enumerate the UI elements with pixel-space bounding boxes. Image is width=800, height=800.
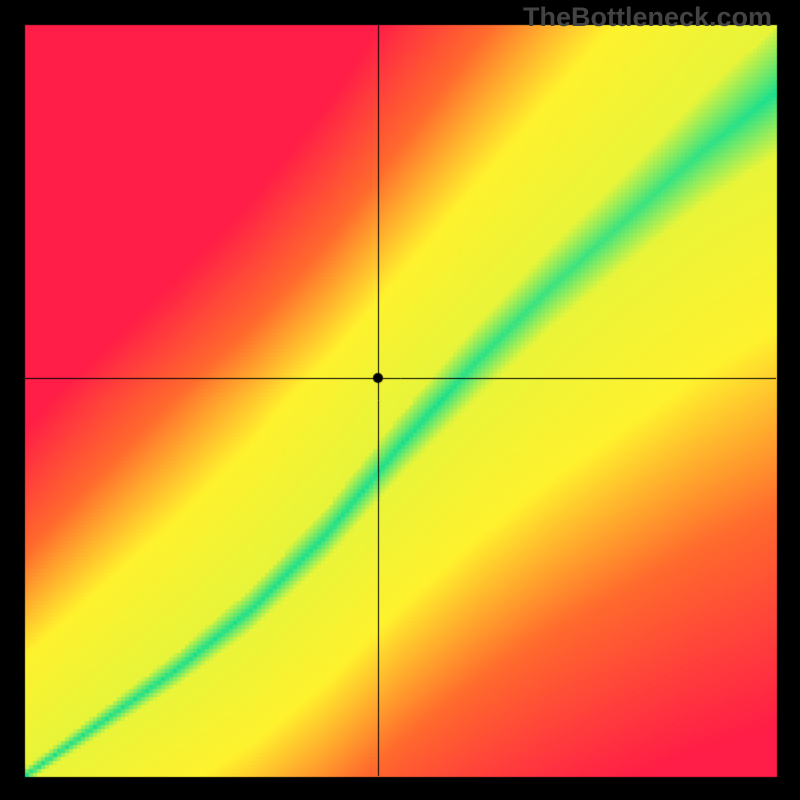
bottleneck-heatmap-canvas: [0, 0, 800, 800]
chart-container: TheBottleneck.com: [0, 0, 800, 800]
